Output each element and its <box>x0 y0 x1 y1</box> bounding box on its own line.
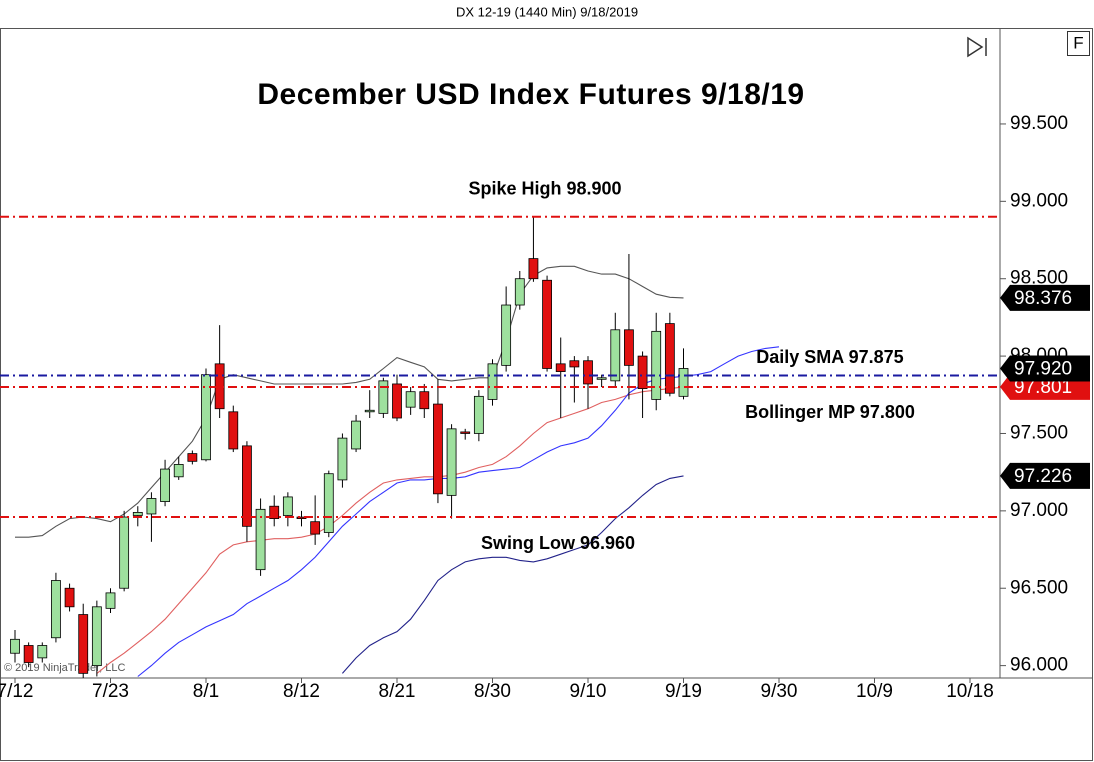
price-marker <box>1000 355 1090 382</box>
copyright: © 2019 NinjaTrader, LLC <box>4 662 125 674</box>
x-tick-label: 8/1 <box>193 681 219 702</box>
y-tick-label: 99.000 <box>1010 190 1068 211</box>
indicator-line <box>341 475 684 674</box>
candle-body <box>310 521 321 535</box>
x-tick-label: 8/30 <box>474 681 511 702</box>
candle-body <box>132 512 143 516</box>
candle-body <box>269 505 280 519</box>
candle-body <box>91 606 102 667</box>
candle-body <box>419 391 430 410</box>
candle-body <box>242 445 252 527</box>
price-marker-label: 97.801 <box>1014 377 1072 398</box>
candle-body <box>78 614 89 674</box>
candle-body <box>583 360 593 385</box>
candle-body <box>146 498 157 515</box>
indicator-line <box>15 265 684 538</box>
candle-body <box>51 580 61 639</box>
candle-body <box>160 468 170 502</box>
price-marker-label: 98.376 <box>1014 288 1072 309</box>
candle-body <box>446 428 457 496</box>
candle-body <box>392 383 402 419</box>
header: DX 12-19 (1440 Min) 9/18/2019 <box>456 4 638 19</box>
candle-body <box>105 592 116 609</box>
chart-title: December USD Index Futures 9/18/19 <box>257 78 804 111</box>
frame <box>0 28 1093 761</box>
candle-body <box>473 395 484 434</box>
candle-body <box>637 355 648 389</box>
candle-body <box>23 645 34 663</box>
candle-body <box>405 391 416 408</box>
candle-body <box>337 437 348 481</box>
y-tick-label: 96.500 <box>1010 577 1068 598</box>
candle-body <box>433 403 443 495</box>
candle-body <box>64 587 75 608</box>
candle-body <box>351 420 361 450</box>
candle-body <box>514 278 525 306</box>
plot-area <box>10 216 780 678</box>
candle-body <box>501 304 512 366</box>
price-marker-label: 97.920 <box>1014 358 1072 379</box>
candle-body <box>624 329 634 366</box>
candle-body <box>664 323 675 394</box>
x-tick-label: 7/12 <box>0 681 33 702</box>
x-tick-label: 9/19 <box>665 681 702 702</box>
y-tick-label: 96.000 <box>1010 655 1068 676</box>
x-tick-label: 8/21 <box>379 681 416 702</box>
candle-body <box>678 368 689 397</box>
level-label: Swing Low 96.960 <box>481 533 635 553</box>
candle-body <box>569 360 580 368</box>
candle-body <box>528 258 539 280</box>
icon-triangle <box>967 36 984 58</box>
y-tick-label: 97.500 <box>1010 422 1068 443</box>
candle-body <box>201 374 211 461</box>
candle-body <box>596 377 607 380</box>
indicator-line <box>96 386 684 674</box>
f-button-label[interactable]: F <box>1073 33 1083 52</box>
x-tick-label: 9/10 <box>570 681 607 702</box>
candle-body <box>364 409 375 413</box>
price-marker-label: 97.226 <box>1014 466 1072 487</box>
x-tick-label: 8/12 <box>283 681 320 702</box>
x-tick-label: 7/23 <box>92 681 129 702</box>
candle-body <box>119 516 130 589</box>
candle-body <box>282 496 293 516</box>
price-marker <box>1000 284 1090 311</box>
f-button[interactable] <box>1067 31 1090 56</box>
x-tick-label: 10/18 <box>946 681 994 702</box>
candle-body <box>651 330 662 400</box>
y-tick-label: 98.500 <box>1010 268 1068 289</box>
candle-body <box>323 473 334 533</box>
price-marker <box>1000 462 1090 489</box>
candle-body <box>228 411 239 450</box>
candle-body <box>10 638 20 654</box>
level-label: Bollinger MP 97.800 <box>745 402 915 422</box>
level-label: Spike High 98.900 <box>468 179 621 199</box>
x-tick-label: 9/30 <box>761 681 798 702</box>
candle-body <box>460 431 471 434</box>
level-label: Daily SMA 97.875 <box>756 347 903 367</box>
candle-body <box>487 363 498 400</box>
candle-body <box>378 380 389 414</box>
x-tick-label: 10/9 <box>856 681 893 702</box>
candle-body <box>173 464 184 478</box>
candle-body <box>37 645 48 659</box>
y-tick-label: 99.500 <box>1010 113 1068 134</box>
candle-body <box>542 279 552 369</box>
candle-body <box>187 453 198 462</box>
candle-body <box>555 363 566 372</box>
y-tick-label: 97.000 <box>1010 500 1068 521</box>
scroll-end-icon[interactable] <box>967 36 987 58</box>
candle-body <box>610 329 621 382</box>
candle-body <box>255 508 266 571</box>
